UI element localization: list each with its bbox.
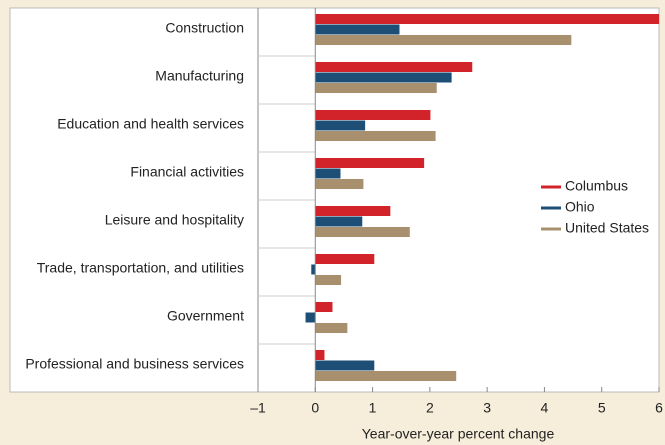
legend-label: Columbus <box>565 178 628 194</box>
bar <box>311 264 316 275</box>
bar <box>315 216 363 227</box>
bar <box>315 83 437 93</box>
x-tick-label: 0 <box>311 400 319 416</box>
bar <box>315 371 457 381</box>
x-tick-label: –1 <box>250 400 266 416</box>
legend-label: Ohio <box>565 199 595 215</box>
x-tick-label: 3 <box>483 400 491 416</box>
category-label: Manufacturing <box>155 68 244 84</box>
bar <box>315 24 400 35</box>
x-tick-label: 5 <box>598 400 606 416</box>
bar <box>315 350 325 360</box>
bar <box>315 14 659 24</box>
bar <box>305 312 316 323</box>
bar <box>315 227 410 237</box>
x-tick-label: 6 <box>655 400 663 416</box>
bar <box>315 158 425 168</box>
bar <box>315 62 473 72</box>
category-label: Education and health services <box>57 116 244 132</box>
bar <box>315 206 391 216</box>
category-label: Financial activities <box>130 164 244 180</box>
x-axis-label: Year-over-year percent change <box>362 426 555 442</box>
x-tick-label: 2 <box>426 400 434 416</box>
x-tick-label: 1 <box>369 400 377 416</box>
category-label: Leisure and hospitality <box>105 212 244 228</box>
legend-label: United States <box>565 220 649 236</box>
bar <box>315 360 375 371</box>
bar <box>315 323 348 333</box>
bar <box>315 168 341 179</box>
category-label: Trade, transportation, and utilities <box>37 260 244 276</box>
bar <box>315 131 436 141</box>
bar <box>315 179 364 189</box>
bar <box>315 35 572 45</box>
bar <box>315 72 452 83</box>
bar <box>315 254 375 264</box>
bar <box>315 120 366 131</box>
bar <box>315 302 333 312</box>
category-label: Construction <box>165 20 244 36</box>
category-label: Professional and business services <box>25 356 244 372</box>
category-label: Government <box>167 308 244 324</box>
bar <box>315 275 342 285</box>
x-tick-label: 4 <box>541 400 549 416</box>
bar <box>315 110 431 120</box>
